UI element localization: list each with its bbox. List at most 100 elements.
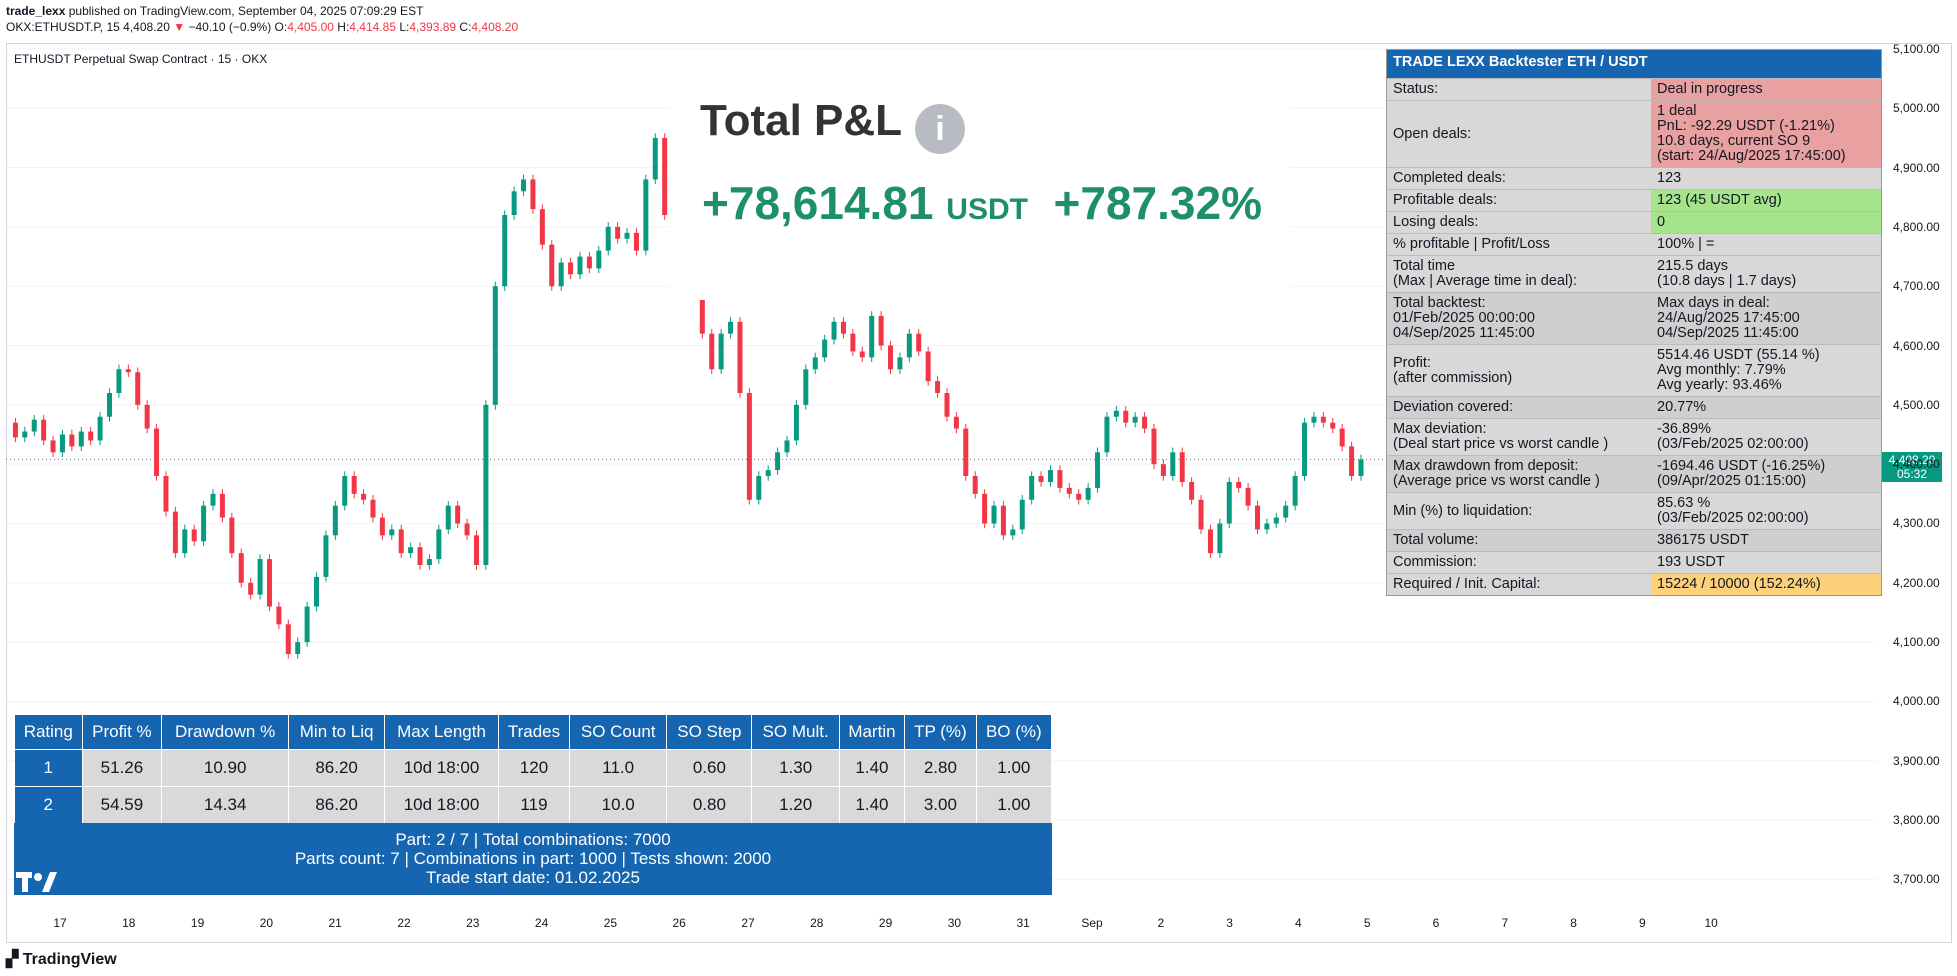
candle-body: [436, 529, 442, 560]
candle-body: [172, 511, 178, 554]
candle-body: [398, 529, 404, 554]
y-tick-label: 4,000.00: [1893, 694, 1940, 709]
candle-body: [304, 606, 310, 643]
candle-body: [897, 357, 903, 370]
candle-body: [718, 333, 724, 370]
candle-body: [539, 209, 545, 245]
candle-body: [1029, 476, 1035, 500]
backtester-row: Deviation covered: 20.77%: [1387, 396, 1881, 418]
candle-body: [1160, 464, 1166, 477]
column-header[interactable]: BO (%): [975, 714, 1053, 750]
candle-body: [1330, 422, 1336, 429]
x-tick-label: 2: [1157, 916, 1165, 930]
info-icon[interactable]: i: [915, 104, 965, 154]
candle-body: [944, 392, 950, 417]
candle-body: [342, 476, 348, 506]
x-tick-label: 21: [328, 916, 342, 930]
backtester-value: 85.63 % (03/Feb/2025 02:00:00): [1651, 493, 1881, 529]
x-tick-label: 10: [1704, 916, 1718, 930]
table-cell: 1.40: [838, 749, 906, 787]
candle-body: [850, 333, 856, 352]
column-header[interactable]: Max Length: [384, 714, 499, 750]
column-header[interactable]: Rating: [14, 714, 83, 750]
table-cell: 1.20: [751, 786, 840, 824]
column-header[interactable]: Martin: [838, 714, 906, 750]
pnl-amount: +78,614.81: [702, 177, 934, 229]
footer-line-start-date: Trade start date: 01.02.2025: [426, 868, 640, 887]
author-name[interactable]: trade_lexx: [6, 4, 66, 18]
candle-body: [417, 547, 423, 566]
current-price-tag: 4,408.20 05:32: [1882, 452, 1942, 482]
tradingview-logo[interactable]: ▞ TradingView: [6, 949, 117, 969]
candle-body: [1226, 481, 1232, 524]
candle-body: [803, 369, 809, 405]
candle-body: [1320, 416, 1326, 423]
symbol-title: ETHUSDT Perpetual Swap Contract · 15 · O…: [14, 52, 268, 66]
column-header[interactable]: TP (%): [904, 714, 977, 750]
column-header[interactable]: SO Step: [666, 714, 753, 750]
candle-body: [50, 440, 56, 453]
column-header[interactable]: SO Mult.: [751, 714, 840, 750]
candle-body: [1095, 452, 1101, 488]
backtester-label: Completed deals:: [1387, 168, 1651, 189]
rating-cell: 2: [14, 786, 83, 824]
column-header[interactable]: Profit %: [81, 714, 163, 750]
x-tick-label: 17: [53, 916, 67, 930]
backtester-label: % profitable | Profit/Loss: [1387, 234, 1651, 255]
backtester-label: Deviation covered:: [1387, 397, 1651, 418]
y-tick-label: 4,200.00: [1893, 575, 1940, 590]
rating-table-footer: Part: 2 / 7 | Total combinations: 7000 P…: [14, 823, 1052, 895]
y-tick-label: 4,600.00: [1893, 338, 1940, 353]
tradingview-mark-icon: [16, 872, 57, 892]
backtester-value: 15224 / 10000 (152.24%): [1651, 574, 1881, 595]
y-tick-label: 4,900.00: [1893, 160, 1940, 175]
candle-body: [859, 351, 865, 358]
publish-info: published on TradingView.com, September …: [68, 4, 424, 18]
backtester-value: -36.89% (03/Feb/2025 02:00:00): [1651, 419, 1881, 455]
column-header[interactable]: Trades: [497, 714, 571, 750]
candle-body: [97, 416, 103, 441]
candle-body: [1179, 452, 1185, 482]
candle-body: [361, 493, 367, 500]
table-cell: 11.0: [569, 749, 668, 787]
tradingview-logo-text: TradingView: [22, 951, 117, 968]
backtester-label: Commission:: [1387, 552, 1651, 573]
candle-body: [737, 321, 743, 393]
backtester-label: Total volume:: [1387, 530, 1651, 551]
column-header[interactable]: Drawdown %: [161, 714, 290, 750]
backtester-row: % profitable | Profit/Loss 100% | =: [1387, 233, 1881, 255]
x-tick-label: 30: [947, 916, 962, 930]
backtester-row: Profitable deals: 123 (45 USDT avg): [1387, 189, 1881, 211]
backtester-rows: Status: Deal in progress Open deals: 1 deal…: [1387, 78, 1881, 595]
y-tick-label: 3,700.00: [1893, 872, 1940, 887]
backtester-label: Required / Init. Capital:: [1387, 574, 1651, 595]
candle-body: [285, 624, 291, 654]
down-arrow-icon: ▼: [173, 20, 186, 34]
backtester-value: 215.5 days (10.8 days | 1.7 days): [1651, 256, 1881, 292]
rating-table: Rating Profit % Drawdown % Min to Liq Max Le…: [14, 714, 1053, 824]
backtester-label: Total time (Max | Average time in deal):: [1387, 256, 1651, 292]
table-cell: 0.80: [666, 786, 753, 824]
candle-body: [1076, 493, 1082, 500]
column-header[interactable]: Min to Liq: [288, 714, 386, 750]
candle-body: [1189, 481, 1195, 500]
backtester-value: 1 deal PnL: -92.29 USDT (-1.21%) 10.8 da…: [1651, 101, 1881, 167]
candle-body: [1019, 499, 1025, 530]
table-cell: 120: [497, 749, 571, 787]
x-tick-label: 9: [1639, 916, 1646, 930]
pnl-unit: USDT: [946, 193, 1028, 226]
pnl-title: Total P&L: [700, 96, 903, 145]
x-tick-label: 19: [190, 916, 205, 930]
candle-body: [389, 529, 395, 536]
candle-body: [991, 505, 997, 524]
column-header[interactable]: SO Count: [569, 714, 668, 750]
rating-table-body: 1 51.26 10.90 86.20 10d 18:00 120 11.0 0.60 1.30…: [14, 749, 1053, 824]
candle-body: [916, 333, 922, 352]
chart-frame[interactable]: [6, 43, 1952, 943]
table-cell: 86.20: [288, 786, 386, 824]
candle-body: [1057, 470, 1063, 488]
table-cell: 54.59: [81, 786, 163, 824]
candle-body: [229, 517, 235, 554]
candle-body: [41, 419, 47, 441]
candle-body: [756, 476, 762, 500]
